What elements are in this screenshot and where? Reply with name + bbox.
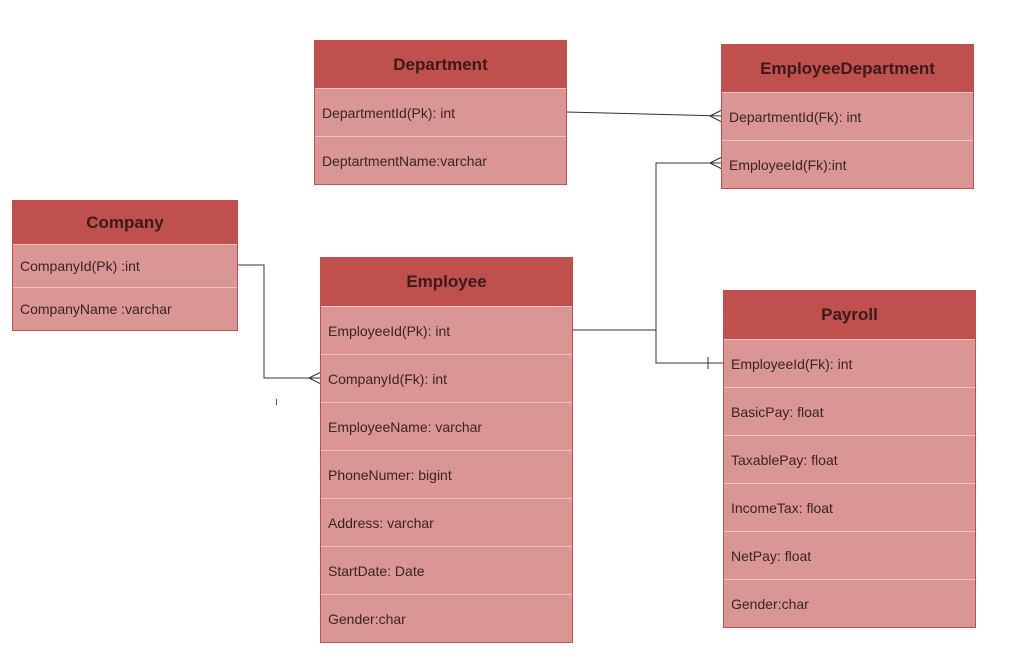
entity-field: CompanyId(Fk): int — [321, 354, 572, 402]
crowfoot-employee-company — [308, 371, 322, 385]
crowfoot-employeedepartment-department — [709, 109, 723, 123]
entity-title: EmployeeDepartment — [722, 45, 973, 92]
connector-company-employee — [238, 264, 321, 379]
entity-field: BasicPay: float — [724, 387, 975, 435]
stray-tick-mark — [276, 399, 277, 405]
entity-field: NetPay: float — [724, 531, 975, 579]
entity-employee-department[interactable]: EmployeeDepartment DepartmentId(Fk): int… — [721, 44, 974, 189]
entity-company[interactable]: Company CompanyId(Pk) :int CompanyName :… — [12, 200, 238, 331]
entity-title: Department — [315, 41, 566, 88]
entity-field: EmployeeId(Fk): int — [724, 339, 975, 387]
entity-field: DepartmentId(Fk): int — [722, 92, 973, 140]
crowfoot-employeedepartment-employee — [709, 156, 723, 170]
entity-employee[interactable]: Employee EmployeeId(Pk): int CompanyId(F… — [320, 257, 573, 643]
entity-title: Company — [13, 201, 237, 244]
entity-field: EmployeeId(Fk):int — [722, 140, 973, 188]
entity-field: EmployeeName: varchar — [321, 402, 572, 450]
connector-employee-payroll — [655, 330, 724, 364]
entity-payroll[interactable]: Payroll EmployeeId(Fk): int BasicPay: fl… — [723, 290, 976, 628]
connector-employee-employeedepartment — [573, 162, 722, 331]
entity-field: TaxablePay: float — [724, 435, 975, 483]
entity-field: Address: varchar — [321, 498, 572, 546]
entity-title: Payroll — [724, 291, 975, 339]
entity-department[interactable]: Department DepartmentId(Pk): int Deptart… — [314, 40, 567, 185]
entity-field: CompanyId(Pk) :int — [13, 244, 237, 287]
entity-field: StartDate: Date — [321, 546, 572, 594]
entity-field: PhoneNumer: bigint — [321, 450, 572, 498]
entity-field: Gender:char — [321, 594, 572, 642]
entity-field: DeptartmentName:varchar — [315, 136, 566, 184]
entity-field: IncomeTax: float — [724, 483, 975, 531]
entity-field: DepartmentId(Pk): int — [315, 88, 566, 136]
entity-title: Employee — [321, 258, 572, 306]
connector-department-employeedepartment — [565, 111, 723, 117]
entity-field: EmployeeId(Pk): int — [321, 306, 572, 354]
entity-field: Gender:char — [724, 579, 975, 627]
entity-field: CompanyName :varchar — [13, 287, 237, 330]
